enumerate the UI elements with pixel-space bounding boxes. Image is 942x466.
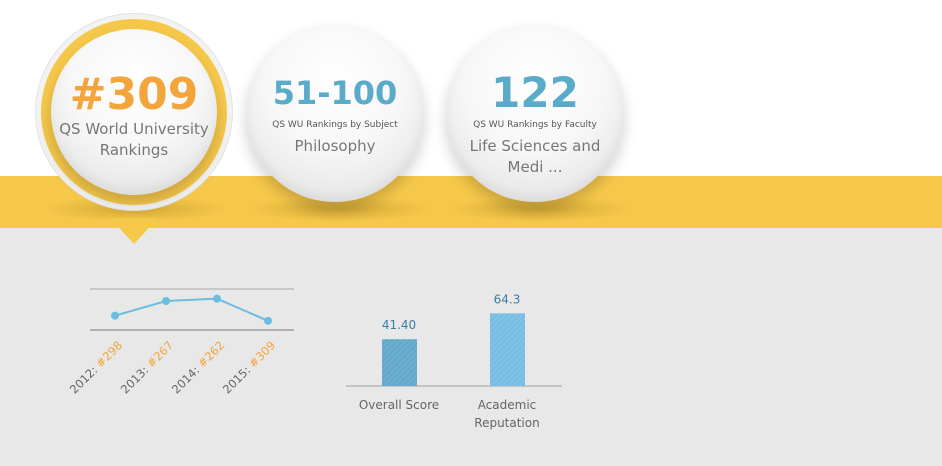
bar-value-label-0: 41.40 xyxy=(382,318,416,332)
world-ranking-pointer xyxy=(110,218,158,244)
trend-point-2015 xyxy=(264,316,272,325)
trend-tick-rank: #309 xyxy=(246,338,278,370)
trend-point-2014 xyxy=(213,294,221,303)
bar-value-label-1: 64.3 xyxy=(494,292,521,306)
trend-tick-rank: #298 xyxy=(93,338,125,370)
world-ranking-value: #309 xyxy=(69,69,199,120)
trend-point-2013 xyxy=(162,297,170,306)
subject-ranking-circle[interactable]: 51-100 QS WU Rankings by Subject Philoso… xyxy=(246,24,424,202)
bar-category-label-1: Academic xyxy=(478,398,537,412)
faculty-ranking-circle[interactable]: 122 QS WU Rankings by Faculty Life Scien… xyxy=(446,24,624,202)
world-ranking-label: QS World University Rankings xyxy=(59,120,209,159)
trend-tick-label-2014: 2014: #262 xyxy=(169,338,227,396)
trend-tick-label-2012: 2012: #298 xyxy=(67,338,125,396)
faculty-ranking-label: Life Sciences and Medi ... xyxy=(469,137,601,176)
trend-tick-rank: #267 xyxy=(144,338,176,370)
faculty-ranking-caption: QS WU Rankings by Faculty xyxy=(473,120,597,130)
trend-tick-rank: #262 xyxy=(195,338,227,370)
subject-ranking-label: Philosophy xyxy=(294,137,376,155)
trend-tick-label-2015: 2015: #309 xyxy=(220,338,278,396)
subject-ranking-value: 51-100 xyxy=(272,74,398,112)
faculty-ranking-value: 122 xyxy=(491,68,579,117)
bar-category-label-1: Reputation xyxy=(474,416,539,430)
score-bar-chart: 41.40 Overall Score 64.3 Academic Reputation xyxy=(346,292,562,430)
subject-ranking-caption: QS WU Rankings by Subject xyxy=(272,120,398,130)
bar-0 xyxy=(382,339,417,386)
bar-category-label-0: Overall Score xyxy=(359,398,439,412)
bar-1 xyxy=(490,313,525,386)
world-ranking-circle[interactable]: #309 QS World University Rankings xyxy=(51,29,217,195)
trend-point-2012 xyxy=(111,311,119,320)
trend-series-line xyxy=(114,297,269,322)
trend-tick-label-2013: 2013: #267 xyxy=(118,338,176,396)
